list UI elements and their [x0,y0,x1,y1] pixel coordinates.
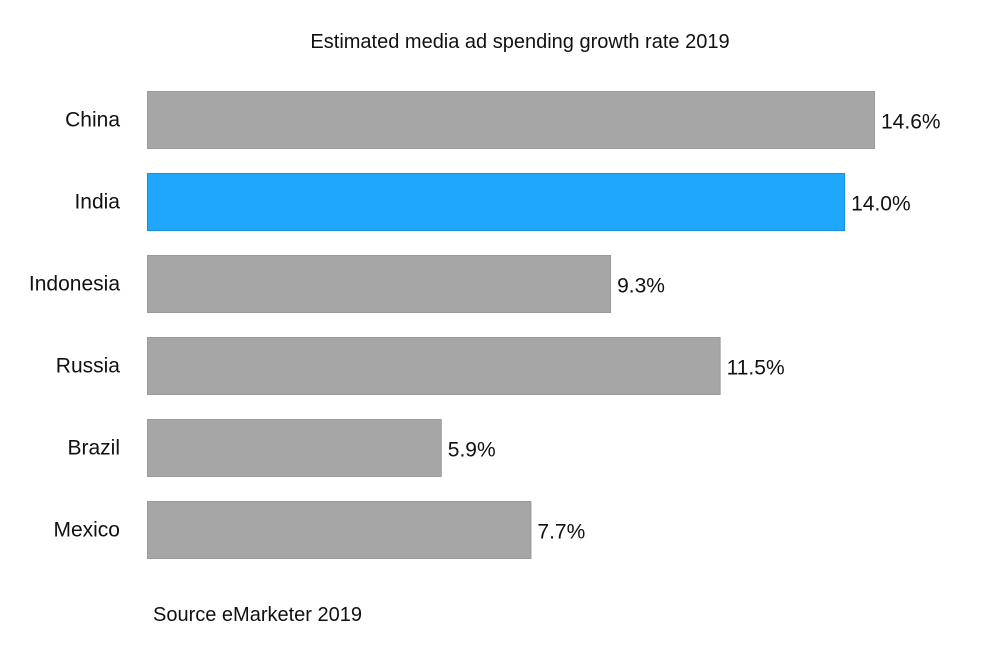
bar-india [147,173,846,231]
data-label: 11.5% [727,357,785,380]
data-label: 14.6% [881,111,941,134]
bar-indonesia [147,255,612,313]
data-label: 14.0% [851,193,911,216]
category-label: China [65,109,120,132]
data-label: 5.9% [448,439,496,462]
category-label: India [74,191,120,214]
bar-mexico [147,501,532,559]
bar-china [147,91,875,149]
bars: China 14.6% India 14.0% Indonesia 9.3% Russia 1… [29,91,941,559]
category-label: Indonesia [29,273,120,296]
bar-russia [147,337,721,395]
category-label: Russia [56,355,121,378]
data-label: 9.3% [617,275,665,298]
chart-title: Estimated media ad spending growth rate … [310,31,729,53]
category-label: Brazil [67,437,120,460]
bar-brazil [147,419,442,477]
category-label: Mexico [53,519,120,542]
source-note: Source eMarketer 2019 [153,604,362,626]
data-label: 7.7% [537,521,585,544]
